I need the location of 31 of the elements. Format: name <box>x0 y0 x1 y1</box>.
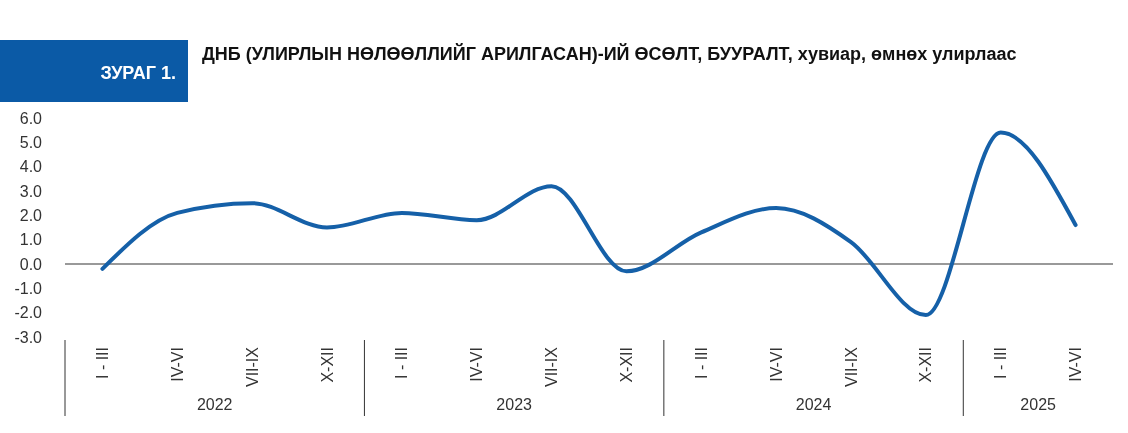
y-tick-label: 6.0 <box>19 109 43 127</box>
y-tick-label: 4.0 <box>19 158 43 176</box>
y-tick-label: -2.0 <box>14 304 43 322</box>
y-tick-label: 0.0 <box>19 255 43 273</box>
line-series <box>100 130 1078 318</box>
text: 2023 <box>496 396 533 413</box>
chart-title: ДНБ (УЛИРЛЫН НӨЛӨӨЛЛИЙГ АРИЛГАСАН)-ИЙ ӨСӨЛТ, БУУРАЛТ, хувиар, өмнөх улирлаас <box>202 43 1017 64</box>
text: ЗУРАГ 1. <box>100 63 176 83</box>
y-tick-label: -3.0 <box>14 328 43 346</box>
x-tick-label: I - III <box>393 347 411 379</box>
x-tick-label: X-XII <box>618 347 636 383</box>
y-tick-label: 3.0 <box>19 182 43 200</box>
x-tick-label: X-XII <box>318 347 336 383</box>
x-tick-label: VII-IX <box>842 346 860 388</box>
text: 2024 <box>795 396 832 413</box>
x-tick-label: IV-VI <box>468 347 486 382</box>
y-tick-label: 5.0 <box>19 133 43 151</box>
x-tick-label: I - III <box>692 347 710 379</box>
x-tick-label: IV-VI <box>168 347 186 382</box>
x-tick-label: VII-IX <box>543 346 561 388</box>
y-tick-label: 2.0 <box>19 206 43 224</box>
y-tick-label: -1.0 <box>14 279 43 297</box>
y-tick-label: 1.0 <box>19 231 43 249</box>
x-tick-label: I - III <box>992 347 1010 379</box>
x-tick-label: VII-IX <box>243 346 261 388</box>
x-tick-label: I - III <box>94 347 112 379</box>
x-tick-label: IV-VI <box>1067 347 1085 382</box>
x-tick-label: X-XII <box>917 347 935 383</box>
text: 2025 <box>1020 396 1057 413</box>
x-tick-label: IV-VI <box>767 347 785 382</box>
text: 2022 <box>196 396 233 413</box>
